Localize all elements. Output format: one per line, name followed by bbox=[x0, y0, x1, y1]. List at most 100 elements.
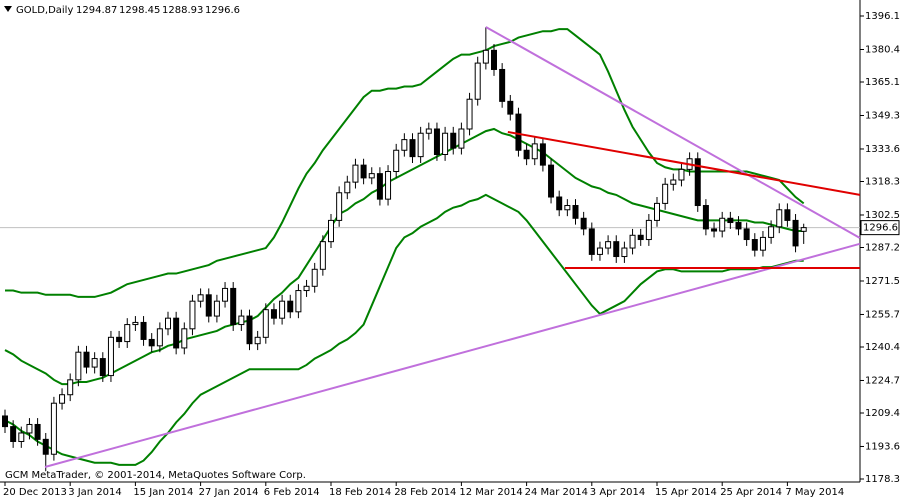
candle-body bbox=[91, 358, 98, 368]
candle-body bbox=[319, 241, 326, 270]
x-tick-label: 3 Jan 2014 bbox=[68, 487, 122, 498]
candle-body bbox=[205, 294, 212, 317]
candle-body bbox=[482, 49, 489, 64]
candle-body bbox=[2, 415, 8, 428]
candle-body bbox=[360, 164, 367, 179]
candle-body bbox=[140, 321, 147, 340]
candle-body bbox=[385, 171, 392, 200]
candle-body bbox=[116, 336, 123, 343]
candle-body bbox=[670, 179, 677, 185]
menu-arrow[interactable] bbox=[4, 6, 12, 12]
candle-body bbox=[613, 241, 620, 258]
header-close: 1296.6 bbox=[205, 5, 240, 16]
candle-body bbox=[433, 128, 440, 156]
candle-body bbox=[132, 321, 139, 326]
bollinger-band bbox=[4, 193, 804, 466]
candle-body bbox=[539, 143, 546, 166]
candle-body bbox=[165, 317, 171, 330]
candle-body bbox=[507, 100, 514, 115]
candle-body bbox=[458, 128, 465, 149]
candle-body bbox=[376, 173, 383, 200]
candle-body bbox=[531, 143, 538, 160]
candle-body bbox=[596, 247, 603, 255]
candle-body bbox=[295, 290, 302, 313]
candle-body bbox=[605, 241, 612, 249]
y-tick-label: 1333.60 bbox=[865, 144, 900, 155]
chart-title: GOLD,Daily bbox=[16, 5, 73, 16]
candle-body bbox=[393, 149, 400, 173]
trendline bbox=[485, 26, 860, 239]
candle-body bbox=[800, 227, 807, 232]
y-tick-label: 1302.55 bbox=[865, 210, 900, 221]
candle-body bbox=[156, 328, 163, 347]
x-tick-label: 28 Feb 2014 bbox=[394, 487, 456, 498]
candle-body bbox=[759, 236, 766, 251]
header-open: 1294.87 bbox=[76, 5, 117, 16]
candle-body bbox=[751, 239, 758, 251]
candle-body bbox=[645, 219, 652, 241]
header-high: 1298.45 bbox=[119, 5, 160, 16]
candle-body bbox=[352, 164, 359, 183]
candle-body bbox=[83, 351, 90, 368]
candle-body bbox=[580, 217, 587, 230]
candle-body bbox=[26, 423, 33, 434]
candle-body bbox=[768, 226, 775, 238]
candle-body bbox=[629, 234, 636, 249]
y-tick-label: 1240.45 bbox=[865, 342, 900, 353]
candle-body bbox=[246, 315, 253, 345]
y-tick-label: 1193.65 bbox=[865, 441, 900, 452]
trendline bbox=[44, 242, 860, 468]
y-tick-label: 1349.35 bbox=[865, 110, 900, 121]
candle-body bbox=[491, 49, 497, 70]
candle-body bbox=[523, 149, 530, 160]
x-tick-label: 20 Dec 2013 bbox=[3, 487, 67, 498]
x-tick-label: 15 Jan 2014 bbox=[133, 487, 193, 498]
candle-body bbox=[792, 219, 799, 247]
x-tick-label: 18 Feb 2014 bbox=[329, 487, 391, 498]
y-tick-label: 1380.40 bbox=[865, 44, 900, 55]
candle-body bbox=[727, 217, 734, 224]
y-tick-label: 1209.40 bbox=[865, 408, 900, 419]
candle-body bbox=[719, 217, 726, 232]
candle-body bbox=[173, 317, 180, 349]
candle-body bbox=[189, 300, 196, 330]
candle-body bbox=[776, 209, 783, 228]
candle-body bbox=[637, 234, 644, 241]
candle-body bbox=[311, 268, 318, 287]
candle-body bbox=[425, 128, 432, 134]
x-tick-label: 3 Apr 2014 bbox=[590, 487, 645, 498]
candle-body bbox=[678, 168, 685, 181]
candle-body bbox=[499, 68, 506, 102]
candle-body bbox=[442, 132, 449, 156]
candle-body bbox=[515, 113, 522, 151]
candle-body bbox=[10, 426, 17, 442]
candle-body bbox=[654, 202, 660, 221]
candle-body bbox=[99, 358, 106, 377]
candle-body bbox=[572, 205, 579, 219]
candle-body bbox=[621, 247, 628, 258]
candle-body bbox=[711, 228, 718, 232]
candle-body bbox=[18, 432, 25, 442]
y-tick-label: 1255.75 bbox=[865, 309, 900, 320]
candle-body bbox=[230, 287, 237, 326]
candle-body bbox=[270, 309, 277, 319]
y-tick-label: 1396.15 bbox=[865, 11, 900, 22]
trendline bbox=[507, 130, 860, 196]
x-tick-label: 27 Jan 2014 bbox=[199, 487, 259, 498]
candle-body bbox=[702, 205, 709, 230]
candle-body bbox=[303, 285, 310, 292]
plot bbox=[0, 26, 860, 472]
candle-body bbox=[107, 336, 114, 377]
candle-body bbox=[75, 351, 82, 381]
y-tick-label: 1271.50 bbox=[865, 276, 900, 287]
candle-body bbox=[368, 173, 375, 179]
candle-body bbox=[254, 336, 261, 345]
candle-body bbox=[67, 379, 74, 396]
bollinger-band bbox=[5, 28, 805, 298]
x-tick-label: 25 Apr 2014 bbox=[720, 487, 782, 498]
candle-body bbox=[181, 328, 188, 349]
header-low: 1288.93 bbox=[162, 5, 203, 16]
candle-body bbox=[474, 62, 481, 100]
